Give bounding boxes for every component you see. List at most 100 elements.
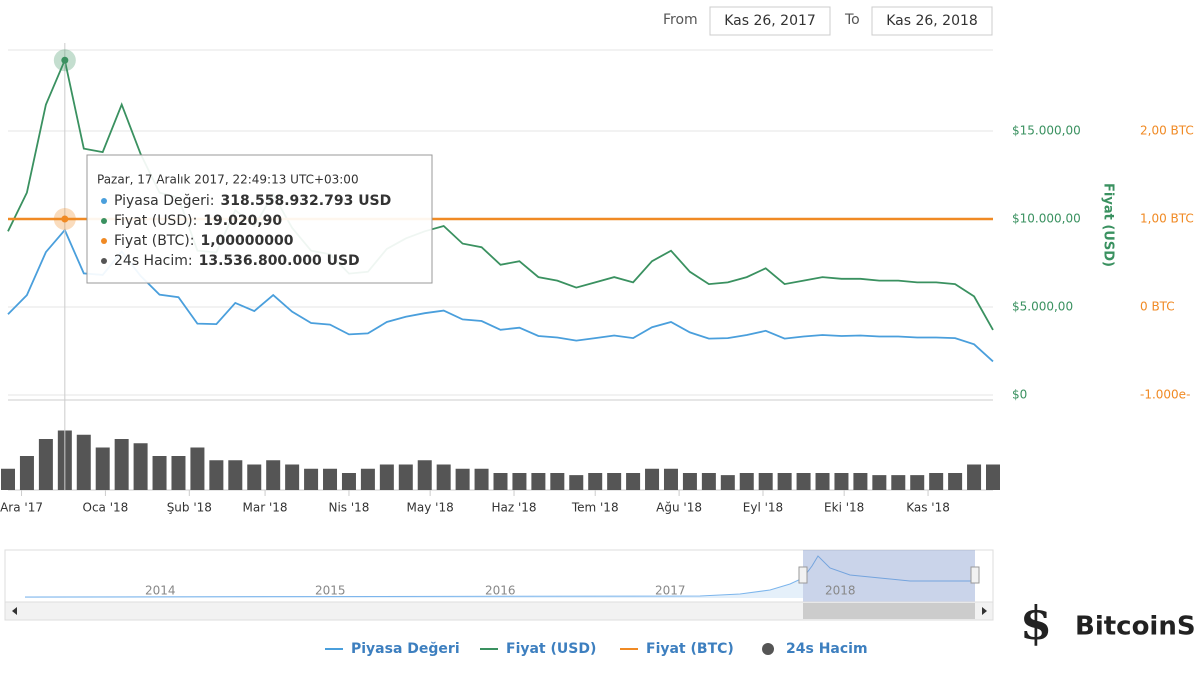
y-tick-label: $10.000,00 [1012, 212, 1081, 226]
volume-bar [758, 473, 773, 490]
volume-bar [455, 468, 470, 490]
scrollbar[interactable] [4, 601, 994, 621]
navigator-handle[interactable] [798, 566, 808, 584]
from-value[interactable]: Kas 26, 2017 [724, 13, 816, 29]
x-tick-label: Şub '18 [167, 501, 212, 515]
tooltip-label: Fiyat (BTC): [114, 233, 194, 249]
volume-bar [436, 464, 451, 490]
navigator-area [25, 578, 803, 598]
navigator-label: 2017 [655, 584, 686, 598]
volume-bar [247, 464, 262, 490]
x-tick-label: Oca '18 [83, 501, 129, 515]
volume-bar [853, 473, 868, 490]
logo: $ BitcoinS [1020, 596, 1196, 650]
y2-tick-label: 1,00 BTC [1140, 212, 1194, 226]
volume-bar [910, 475, 925, 490]
tooltip-label: Piyasa Değeri: [114, 193, 214, 209]
navigator-line [24, 555, 975, 598]
tooltip-value: 1,00000000 [200, 233, 293, 249]
scrollbar-thumb[interactable] [803, 603, 975, 619]
volume-bar [663, 468, 678, 490]
y-tick-label: $5.000,00 [1012, 300, 1073, 314]
navigator-label: 2014 [145, 584, 176, 598]
volume-bar [493, 473, 508, 490]
tooltip-item: Fiyat (USD): 19.020,90 [114, 213, 282, 229]
x-tick-label: Kas '18 [906, 501, 950, 515]
volume-bar [398, 464, 413, 490]
tooltip-date: Pazar, 17 Aralık 2017, 22:49:13 UTC+03:0… [97, 173, 359, 187]
volume-bar [133, 443, 148, 490]
to-label: To [844, 12, 860, 28]
tooltip-dot [101, 258, 107, 264]
volume-bar [417, 460, 432, 490]
tooltip-item: Fiyat (BTC): 1,00000000 [114, 233, 294, 249]
volume-bar [701, 473, 716, 490]
volume-bar [588, 473, 603, 490]
to-input[interactable] [871, 6, 993, 36]
navigator-handle[interactable] [970, 566, 980, 584]
volume-bar [967, 464, 982, 490]
volume-bar [682, 473, 697, 490]
tooltip-dot [101, 218, 107, 224]
legend-item[interactable]: 24s Hacim [786, 641, 868, 657]
to-value[interactable]: Kas 26, 2018 [886, 13, 978, 29]
volume-bar [607, 473, 622, 490]
volume-bar [379, 464, 394, 490]
tooltip: Pazar, 17 Aralık 2017, 22:49:13 UTC+03:0… [86, 154, 433, 284]
volume-bar [720, 475, 735, 490]
volume-bar [891, 475, 906, 490]
volume-bar [341, 473, 356, 490]
navigator[interactable] [4, 549, 994, 603]
y-axis-title: Fiyat (USD) [1101, 183, 1116, 267]
volume-bar [929, 473, 944, 490]
volume-bar [38, 439, 53, 490]
volume-bar [360, 468, 375, 490]
from-input[interactable] [709, 6, 831, 36]
y2-tick-label: 0 BTC [1140, 300, 1175, 314]
y-tick-label: $15.000,00 [1012, 124, 1081, 138]
volume-bar [209, 460, 224, 490]
volume-bar [550, 473, 565, 490]
legend-symbol [762, 643, 774, 655]
volume-bar [95, 447, 110, 490]
volume-bar [190, 447, 205, 490]
navigator-selection[interactable] [803, 550, 975, 602]
tooltip-dot [101, 238, 107, 244]
volume-bar [266, 460, 281, 490]
series-line [7, 228, 994, 363]
volume-bar [1, 468, 15, 490]
legend-item[interactable]: Fiyat (BTC) [646, 641, 734, 657]
hover-marker [61, 215, 69, 223]
volume-bar [626, 473, 641, 490]
volume-bar [739, 473, 754, 490]
tooltip-label: 24s Hacim: [114, 253, 193, 269]
hover-marker [61, 56, 69, 64]
tooltip-box [86, 154, 433, 284]
volume-bar [171, 456, 186, 490]
volume-bar [986, 464, 1000, 490]
x-tick-label: Eyl '18 [743, 501, 783, 515]
navigator-label: 2016 [485, 584, 516, 598]
volume-bar [872, 475, 887, 490]
tooltip-item: Piyasa Değeri: 318.558.932.793 USD [114, 193, 391, 209]
x-tick-label: Haz '18 [491, 501, 536, 515]
x-tick-label: May '18 [407, 501, 454, 515]
tooltip-value: 13.536.800.000 USD [199, 253, 360, 269]
volume-bar [76, 434, 91, 490]
volume-bar [152, 456, 167, 490]
navigator-label: 2018 [825, 584, 856, 598]
legend-item[interactable]: Piyasa Değeri [351, 641, 460, 657]
tooltip-value: 19.020,90 [203, 213, 282, 229]
y-tick-label: $0 [1012, 388, 1027, 402]
volume-bar [948, 473, 963, 490]
navigator-label: 2015 [315, 584, 346, 598]
legend-item[interactable]: Fiyat (USD) [506, 641, 596, 657]
volume-bar [285, 464, 300, 490]
watermark: BitcoinS [1075, 612, 1196, 642]
volume-bar [304, 468, 319, 490]
y2-tick-label: 2,00 BTC [1140, 124, 1194, 138]
volume-bar [815, 473, 830, 490]
from-label: From [663, 12, 698, 28]
x-tick-label: Tem '18 [571, 501, 619, 515]
